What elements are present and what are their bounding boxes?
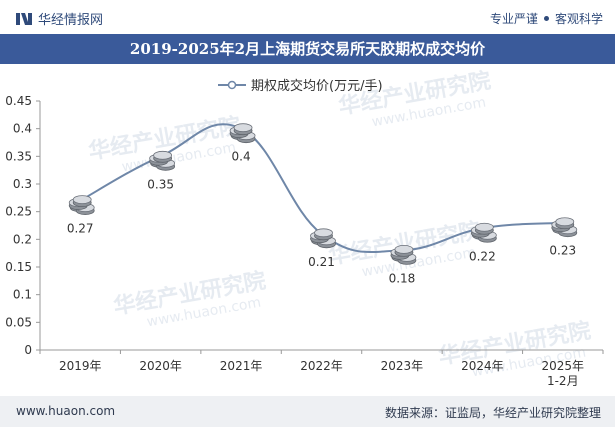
- coin-stack-marker[interactable]: [149, 150, 176, 171]
- slogan: 专业严谨 客观科学: [490, 10, 603, 27]
- y-tick-label: 0.4: [13, 122, 32, 136]
- legend: 期权成交均价(万元/手): [218, 78, 383, 94]
- footer-website-link[interactable]: www.huaon.com: [16, 404, 116, 418]
- y-tick-label: 0: [24, 343, 32, 357]
- x-tick-label: 2021年: [220, 359, 263, 373]
- y-tick-label: 0.1: [13, 288, 32, 302]
- y-tick-label: 0.2: [13, 232, 32, 246]
- chart-title: 2019-2025年2月上海期货交易所天胶期权成交均价: [129, 40, 486, 58]
- coin-stack-marker[interactable]: [551, 217, 578, 238]
- y-tick-label: 0.25: [5, 205, 32, 219]
- y-tick-label: 0.3: [13, 177, 32, 191]
- brand-logo-icon: [16, 12, 32, 25]
- y-tick-label: 0.45: [5, 94, 32, 108]
- legend-marker: [227, 80, 237, 90]
- footer: www.huaon.com 数据来源：证监局，华经产业研究院整理: [0, 396, 615, 427]
- brand-name: 华经情报网: [38, 13, 104, 28]
- legend-label: 期权成交均价(万元/手): [251, 78, 383, 94]
- axes: 0 0.05 0.1 0.15 0.2 0.25 0.3 0.35 0.4 0.45 2019年 20…: [5, 94, 604, 388]
- x-tick-label: 2025年 1-2月: [542, 359, 585, 388]
- data-label: 0.27: [67, 222, 94, 236]
- x-tick-label: 2022年: [300, 359, 343, 373]
- data-label: 0.22: [469, 249, 496, 263]
- slogan-dot-icon: [543, 16, 549, 21]
- coin-stack-marker[interactable]: [310, 228, 336, 249]
- data-label: 0.21: [308, 255, 335, 269]
- x-tick-label: 2023年: [381, 359, 424, 373]
- y-tick-label: 0.15: [5, 260, 32, 274]
- data-label: 0.23: [549, 244, 576, 258]
- data-labels: 0.27 0.35 0.4 0.21 0.18 0.22 0.23: [67, 150, 576, 286]
- data-label: 0.4: [232, 150, 251, 164]
- x-tick-label: 2024年: [461, 359, 504, 373]
- data-label: 0.35: [147, 177, 174, 191]
- title-bar: 2019-2025年2月上海期货交易所天胶期权成交均价: [0, 34, 615, 64]
- coin-stack-marker[interactable]: [229, 123, 256, 144]
- y-tick-label: 0.35: [5, 149, 32, 163]
- brand[interactable]: 华经情报网: [16, 9, 103, 28]
- slogan-left: 专业严谨: [489, 12, 538, 26]
- x-tick-label: 2019年: [59, 359, 102, 373]
- coin-stack-marker[interactable]: [68, 195, 95, 216]
- series: [68, 123, 578, 265]
- y-tick-label: 0.05: [5, 315, 32, 329]
- footer-source: 数据来源：证监局，华经产业研究院整理: [384, 406, 601, 420]
- data-label: 0.18: [389, 271, 416, 285]
- slogan-right: 客观科学: [554, 12, 603, 26]
- top-bar: 华经情报网 专业严谨 客观科学: [0, 0, 615, 34]
- coin-stack-marker[interactable]: [470, 222, 497, 243]
- coin-stack-marker[interactable]: [390, 244, 417, 265]
- x-tick-label: 2020年: [139, 359, 182, 373]
